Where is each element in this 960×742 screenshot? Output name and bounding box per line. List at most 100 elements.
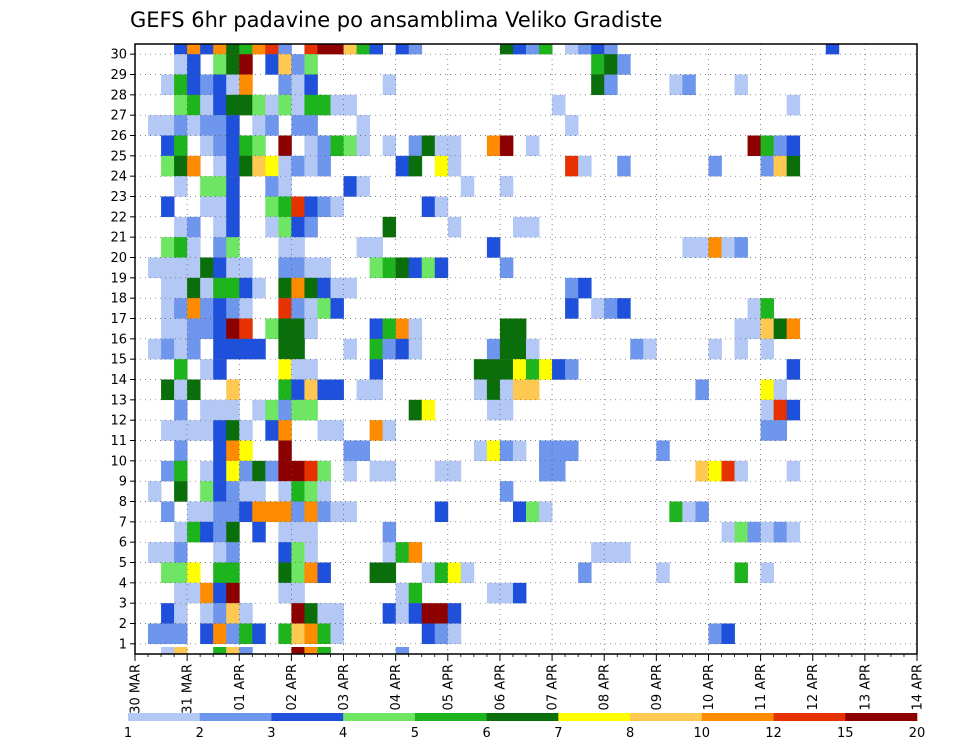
heatmap-cell <box>291 623 305 645</box>
heatmap-cell <box>213 237 227 258</box>
heatmap-cell <box>265 420 279 441</box>
heatmap-cell <box>486 582 501 604</box>
heatmap-cell <box>161 603 175 624</box>
heatmap-cell <box>539 460 553 482</box>
x-tick-label: 02 APR <box>285 664 300 710</box>
heatmap-cell <box>773 379 788 401</box>
heatmap-cell <box>708 155 722 177</box>
x-tick-label: 03 APR <box>337 664 352 710</box>
heatmap-cell <box>486 399 501 421</box>
heatmap-cell <box>174 440 188 462</box>
heatmap-cell <box>174 115 188 136</box>
heatmap-cell <box>213 542 227 563</box>
heatmap-cell <box>239 155 253 177</box>
heatmap-cell <box>174 562 188 584</box>
heatmap-cell <box>174 176 188 197</box>
colorbar-segment <box>271 713 344 721</box>
y-tick-label: 15 <box>110 353 127 368</box>
heatmap-cell <box>174 135 188 157</box>
heatmap-cell <box>695 501 709 523</box>
x-tick-label: 13 APR <box>858 664 873 710</box>
heatmap-cell <box>161 318 175 340</box>
heatmap-cell <box>291 460 305 482</box>
heatmap-cell <box>226 237 240 258</box>
heatmap-cell <box>278 582 292 604</box>
heatmap-cell <box>278 94 292 116</box>
heatmap-cell <box>343 440 357 462</box>
heatmap-cell <box>304 460 318 482</box>
heatmap-cell <box>395 542 410 563</box>
heatmap-cell <box>591 542 605 563</box>
heatmap-cell <box>734 562 748 584</box>
heatmap-cell <box>213 440 227 462</box>
heatmap-cell <box>278 237 292 258</box>
heatmap-cell <box>200 74 214 96</box>
heatmap-cell <box>200 176 214 197</box>
heatmap-cell <box>708 460 722 482</box>
y-tick-label: 19 <box>110 271 127 286</box>
heatmap-cell <box>291 379 305 401</box>
heatmap-cell <box>408 603 423 624</box>
heatmap-cell <box>291 115 305 136</box>
heatmap-cell <box>512 44 527 55</box>
heatmap-cell <box>656 562 670 584</box>
heatmap-cell <box>213 257 227 279</box>
heatmap-cell <box>578 277 592 299</box>
heatmap-cell <box>565 115 579 136</box>
heatmap-cell <box>226 338 240 360</box>
heatmap-cell <box>317 420 331 441</box>
heatmap-cell <box>773 155 788 177</box>
heatmap-cell <box>382 542 397 563</box>
heatmap-cell <box>304 318 318 340</box>
heatmap-cell <box>278 318 292 340</box>
heatmap-cell <box>200 94 214 116</box>
heatmap-cell <box>369 257 384 279</box>
heatmap-cell <box>499 481 514 502</box>
heatmap-cell <box>747 135 761 157</box>
heatmap-cell <box>226 74 240 96</box>
heatmap-cell <box>552 440 566 462</box>
heatmap-cell <box>291 216 305 238</box>
heatmap-cell <box>291 338 305 360</box>
heatmap-cell <box>174 542 188 563</box>
heatmap-cell <box>773 318 788 340</box>
heatmap-cell <box>200 481 214 502</box>
heatmap-cell <box>408 257 423 279</box>
heatmap-cell <box>174 623 188 645</box>
heatmap-cell <box>604 542 618 563</box>
heatmap-cell <box>512 318 527 340</box>
heatmap-cell <box>239 460 253 482</box>
y-tick-label: 23 <box>110 190 127 205</box>
heatmap-cell <box>565 155 579 177</box>
heatmap-cell <box>747 521 761 543</box>
colorbar-label: 5 <box>411 726 419 741</box>
heatmap-cell <box>304 603 318 624</box>
heatmap-cell <box>434 501 449 523</box>
heatmap-cell <box>565 440 579 462</box>
heatmap-cell <box>760 399 775 421</box>
heatmap-cell <box>317 257 331 279</box>
heatmap-cell <box>200 115 214 136</box>
heatmap-cell <box>486 379 501 401</box>
heatmap-cell <box>721 521 735 543</box>
heatmap-cell <box>408 542 423 563</box>
y-tick-label: 13 <box>110 393 127 408</box>
heatmap-cell <box>291 298 305 319</box>
heatmap-cell <box>343 501 357 523</box>
heatmap-cell <box>499 318 514 340</box>
heatmap-cell <box>226 420 240 441</box>
y-tick-label: 21 <box>110 231 127 246</box>
heatmap-cell <box>773 521 788 543</box>
heatmap-cell <box>304 115 318 136</box>
heatmap-cell <box>239 623 253 645</box>
heatmap-cell <box>382 460 397 482</box>
heatmap-cell <box>161 196 175 218</box>
colorbar-label: 2 <box>196 726 204 741</box>
heatmap-cell <box>369 318 384 340</box>
heatmap-cell <box>565 298 579 319</box>
heatmap-cell <box>317 379 331 401</box>
heatmap-cell <box>512 216 527 238</box>
x-tick-label: 31 MAR <box>181 664 196 714</box>
heatmap-cell <box>330 298 344 319</box>
heatmap-cell <box>447 155 462 177</box>
